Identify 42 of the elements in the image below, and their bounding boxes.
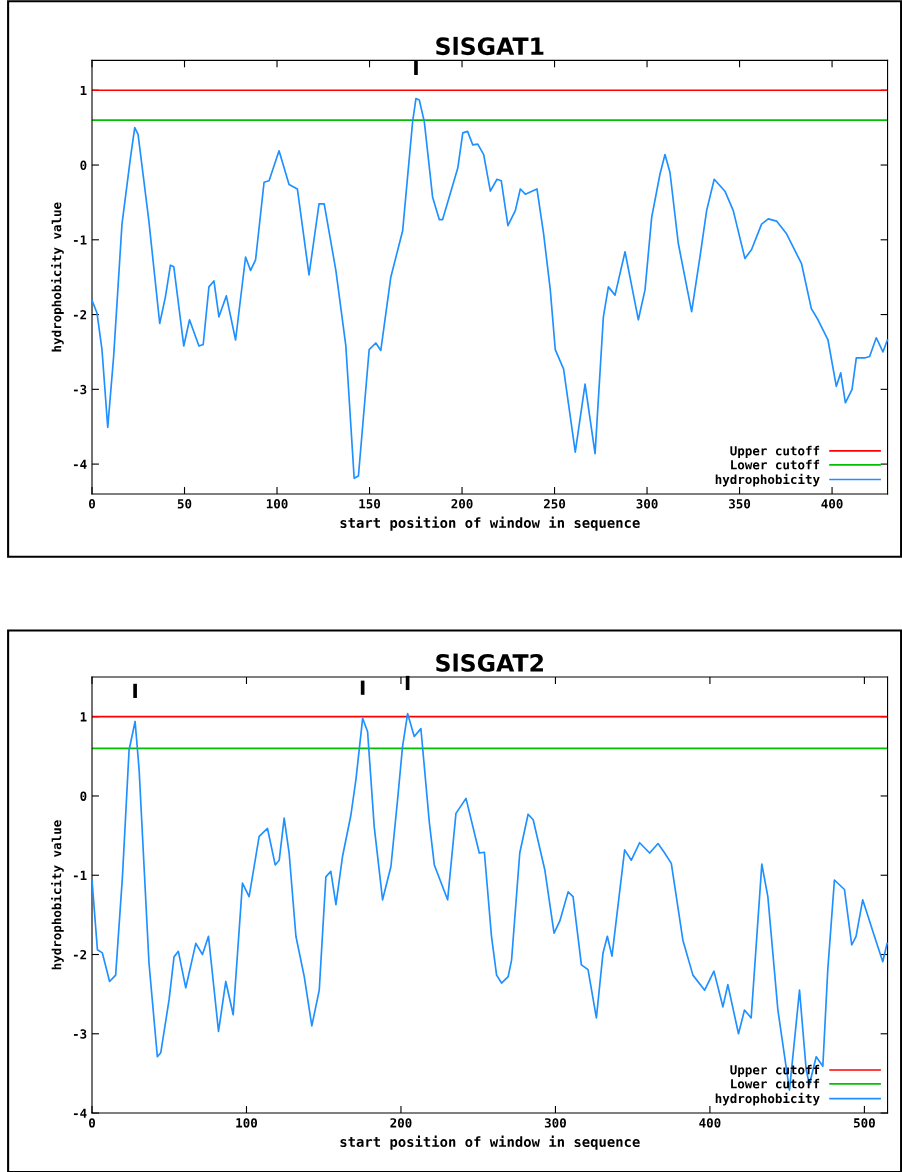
- y-tick-label: -3: [73, 384, 87, 395]
- y-tick-label: 0: [80, 791, 87, 801]
- x-tick-label: 0: [88, 1118, 96, 1128]
- y-tick-label: -3: [73, 1029, 87, 1039]
- x-axis-title: start position of window in sequence: [340, 1135, 640, 1150]
- y-tick-label: 1: [80, 712, 87, 722]
- x-tick-label: 500: [853, 1118, 875, 1128]
- y-tick-label: 1: [80, 85, 87, 96]
- y-tick-label: -2: [73, 949, 87, 960]
- y-axis-title: hydrophobicity value: [51, 820, 64, 970]
- x-tick-label: 400: [821, 499, 843, 509]
- chart-title: SlSGAT1: [436, 36, 544, 56]
- y-tick-label: -1: [73, 235, 87, 245]
- x-tick-label: 300: [544, 1118, 566, 1128]
- y-tick-label: -4: [73, 1108, 87, 1118]
- x-tick-label: 100: [266, 499, 288, 509]
- annotation: I: [133, 683, 137, 698]
- x-tick-label: 50: [177, 499, 192, 509]
- chart-title: SlSGAT2: [436, 653, 543, 672]
- y-tick-label: 0: [80, 160, 87, 170]
- x-axis-title: start position of window in sequence: [340, 516, 640, 531]
- x-tick-label: 200: [451, 499, 473, 509]
- y-tick-label: -1: [73, 870, 87, 880]
- annotation: I: [414, 60, 418, 75]
- x-tick-label: 150: [359, 499, 381, 509]
- x-tick-label: 400: [699, 1118, 721, 1128]
- x-tick-label: 350: [729, 499, 751, 509]
- y-tick-label: -4: [73, 459, 87, 469]
- legend-label: Upper cutoff: [730, 445, 820, 458]
- x-tick-label: 100: [236, 1118, 258, 1128]
- legend-label: Lower cutoff: [731, 459, 820, 470]
- legend-label: hydrophobicity: [715, 1092, 820, 1106]
- x-tick-label: 250: [543, 499, 566, 509]
- x-tick-label: 300: [636, 499, 658, 509]
- annotation: I: [360, 680, 365, 695]
- x-tick-label: 0: [88, 499, 96, 509]
- line-series: [91, 712, 888, 1091]
- legend-label: hydrophobicity: [715, 473, 820, 487]
- y-tick-label: -2: [73, 310, 87, 320]
- y-axis-title: hydrophobicity value: [51, 202, 64, 352]
- x-tick-label: 200: [390, 1118, 412, 1128]
- annotation: I: [405, 675, 410, 691]
